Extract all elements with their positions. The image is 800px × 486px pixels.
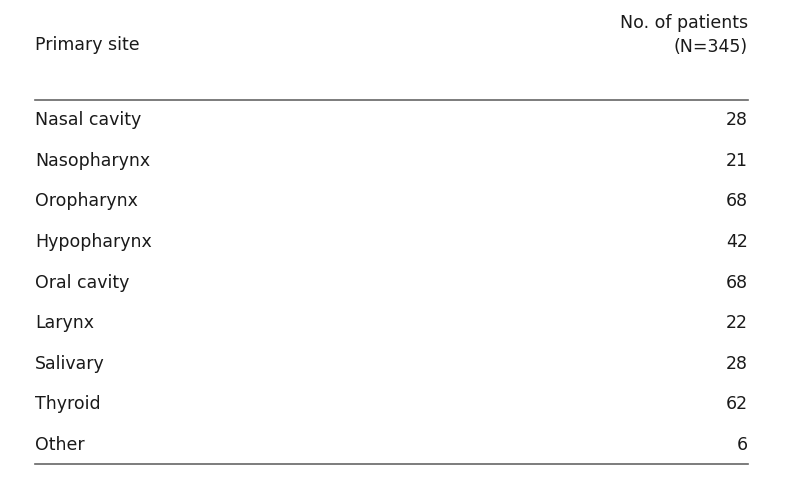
Text: 68: 68 [726,274,748,292]
Text: Primary site: Primary site [35,36,140,54]
Text: Hypopharynx: Hypopharynx [35,233,152,251]
Text: 28: 28 [726,355,748,373]
Text: Thyroid: Thyroid [35,396,101,414]
Text: 62: 62 [726,396,748,414]
Text: 22: 22 [726,314,748,332]
Text: Nasal cavity: Nasal cavity [35,111,142,129]
Text: 68: 68 [726,192,748,210]
Text: Larynx: Larynx [35,314,94,332]
Text: Oropharynx: Oropharynx [35,192,138,210]
Text: No. of patients
(N=345): No. of patients (N=345) [620,14,748,56]
Text: 42: 42 [726,233,748,251]
Text: Nasopharynx: Nasopharynx [35,152,150,170]
Text: 28: 28 [726,111,748,129]
Text: 21: 21 [726,152,748,170]
Text: 6: 6 [737,436,748,454]
Text: Oral cavity: Oral cavity [35,274,130,292]
Text: Salivary: Salivary [35,355,105,373]
Text: Other: Other [35,436,85,454]
